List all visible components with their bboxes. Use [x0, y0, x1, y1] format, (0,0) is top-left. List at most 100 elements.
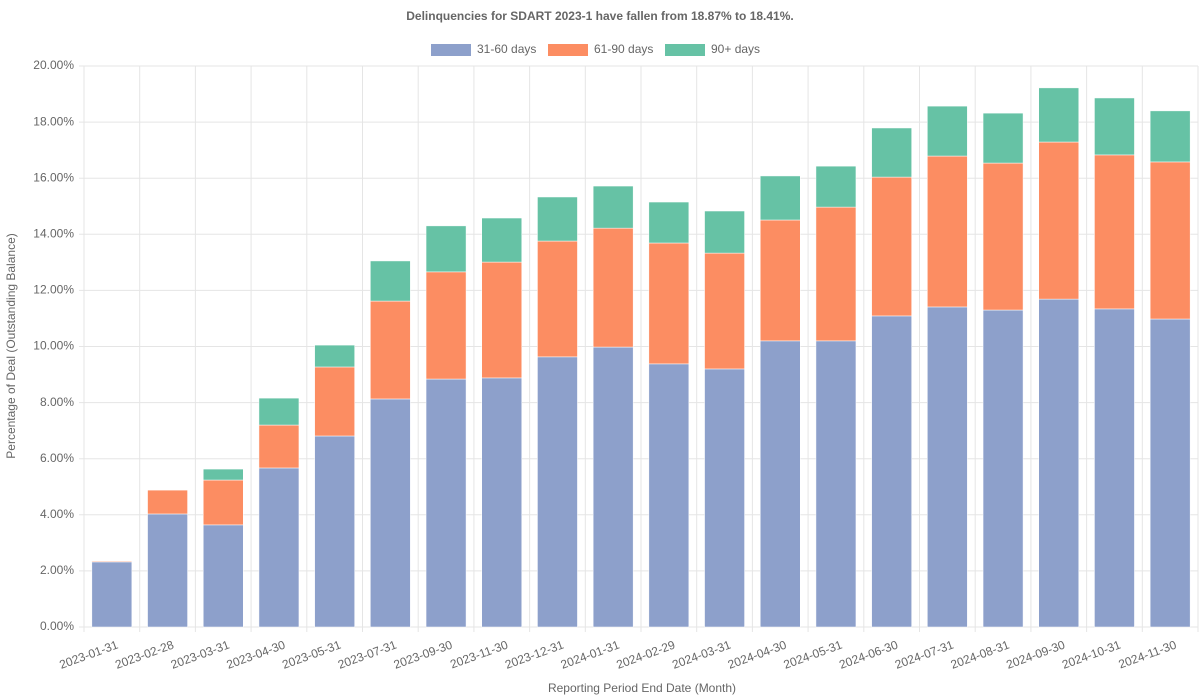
- bar-segment: [704, 252, 745, 370]
- bar-segment: [1149, 110, 1191, 163]
- y-tick-label: 14.00%: [33, 226, 74, 240]
- bar-segment: [815, 165, 857, 208]
- x-tick-label: 2023-11-30: [448, 638, 510, 672]
- y-tick-label: 16.00%: [33, 170, 74, 184]
- bar-segment: [91, 561, 133, 628]
- bar-segment: [481, 261, 522, 379]
- bar-segment: [760, 175, 801, 221]
- bar-segment: [1094, 154, 1135, 310]
- bar-segment: [648, 201, 690, 244]
- x-tick-label: 2024-03-31: [670, 638, 733, 672]
- bar-segment: [592, 185, 634, 229]
- x-tick-label: 2024-11-30: [1117, 638, 1179, 672]
- bar-segment: [258, 467, 300, 628]
- bar-segment: [982, 162, 1024, 311]
- y-tick-label: 20.00%: [33, 58, 74, 72]
- bar-segment: [704, 210, 745, 254]
- bar-segment: [425, 225, 467, 273]
- y-tick-label: 6.00%: [40, 451, 74, 465]
- bar-segment: [425, 378, 467, 628]
- bar-segment: [314, 344, 355, 368]
- x-tick-label: 2023-05-31: [280, 638, 343, 672]
- bar-segment: [815, 206, 857, 342]
- bar-segment: [1038, 87, 1079, 143]
- bar-segment: [481, 377, 522, 628]
- bar-segment: [481, 217, 522, 263]
- bar-segment: [871, 176, 912, 317]
- y-tick-label: 12.00%: [33, 283, 74, 297]
- bar-segment: [370, 260, 411, 302]
- bar-segment: [203, 468, 244, 481]
- x-tick-label: 2024-08-31: [949, 638, 1012, 672]
- y-tick-label: 2.00%: [40, 563, 74, 577]
- bar-segment: [648, 242, 690, 365]
- y-tick-label: 4.00%: [40, 507, 74, 521]
- bar-segment: [592, 346, 634, 628]
- bar-segment: [91, 560, 133, 563]
- bar-segment: [258, 424, 300, 469]
- bar-segment: [1094, 97, 1135, 156]
- y-tick-label: 8.00%: [40, 395, 74, 409]
- x-tick-label: 2023-04-30: [225, 638, 288, 672]
- y-axis-title: Percentage of Deal (Outstanding Balance): [4, 233, 18, 458]
- legend-swatch: [548, 44, 588, 56]
- bar-segment: [537, 240, 578, 358]
- bar-segment: [203, 524, 244, 628]
- bar-segment: [1149, 161, 1191, 320]
- bar-segment: [648, 363, 690, 628]
- legend-label: 90+ days: [711, 42, 760, 56]
- x-tick-label: 2023-03-31: [169, 638, 232, 672]
- x-tick-label: 2024-04-30: [726, 638, 789, 672]
- y-tick-label: 0.00%: [40, 619, 74, 633]
- bar-segment: [370, 300, 411, 400]
- legend-swatch: [665, 44, 705, 56]
- bar-segment: [760, 219, 801, 342]
- bar-segment: [314, 435, 355, 628]
- bar-segment: [1038, 141, 1079, 300]
- x-tick-label: 2023-02-28: [113, 638, 176, 672]
- x-tick-label: 2023-07-31: [336, 638, 399, 672]
- y-tick-label: 18.00%: [33, 114, 74, 128]
- x-tick-label: 2024-06-30: [837, 638, 900, 672]
- x-tick-label: 2024-09-30: [1004, 638, 1067, 672]
- y-tick-label: 10.00%: [33, 339, 74, 353]
- bar-segment: [1094, 308, 1135, 628]
- bar-segment: [982, 309, 1024, 628]
- bar-segment: [537, 356, 578, 628]
- bar-segment: [871, 127, 912, 178]
- bar-segment: [927, 105, 968, 157]
- x-tick-label: 2024-05-31: [782, 638, 845, 672]
- bar-segment: [927, 306, 968, 628]
- bar-segment: [537, 196, 578, 242]
- bar-segment: [314, 366, 355, 437]
- legend-label: 61-90 days: [594, 42, 653, 56]
- x-axis-title: Reporting Period End Date (Month): [548, 681, 736, 695]
- bar-segment: [1149, 318, 1191, 628]
- bar-segment: [370, 398, 411, 628]
- bar-segment: [1038, 298, 1079, 628]
- bar-segment: [258, 397, 300, 426]
- x-tick-label: 2023-09-30: [392, 638, 455, 672]
- x-tick-label: 2024-10-31: [1060, 638, 1123, 672]
- bar-segment: [871, 315, 912, 628]
- bar-segment: [927, 155, 968, 308]
- bar-segment: [147, 489, 188, 515]
- bar-segment: [592, 227, 634, 348]
- bar-segment: [982, 112, 1024, 164]
- legend-swatch: [431, 44, 471, 56]
- bar-segment: [425, 271, 467, 380]
- bar-segment: [760, 340, 801, 628]
- legend-label: 31-60 days: [477, 42, 536, 56]
- bar-segment: [203, 479, 244, 526]
- chart-title: Delinquencies for SDART 2023-1 have fall…: [406, 9, 793, 23]
- bar-segment: [704, 368, 745, 628]
- bar-segment: [815, 340, 857, 628]
- x-tick-label: 2023-01-31: [57, 638, 120, 672]
- x-tick-label: 2023-12-31: [503, 638, 566, 672]
- x-tick-label: 2024-01-31: [559, 638, 622, 672]
- x-tick-label: 2024-02-29: [614, 638, 677, 672]
- bar-segment: [147, 513, 188, 628]
- x-tick-label: 2024-07-31: [893, 638, 956, 672]
